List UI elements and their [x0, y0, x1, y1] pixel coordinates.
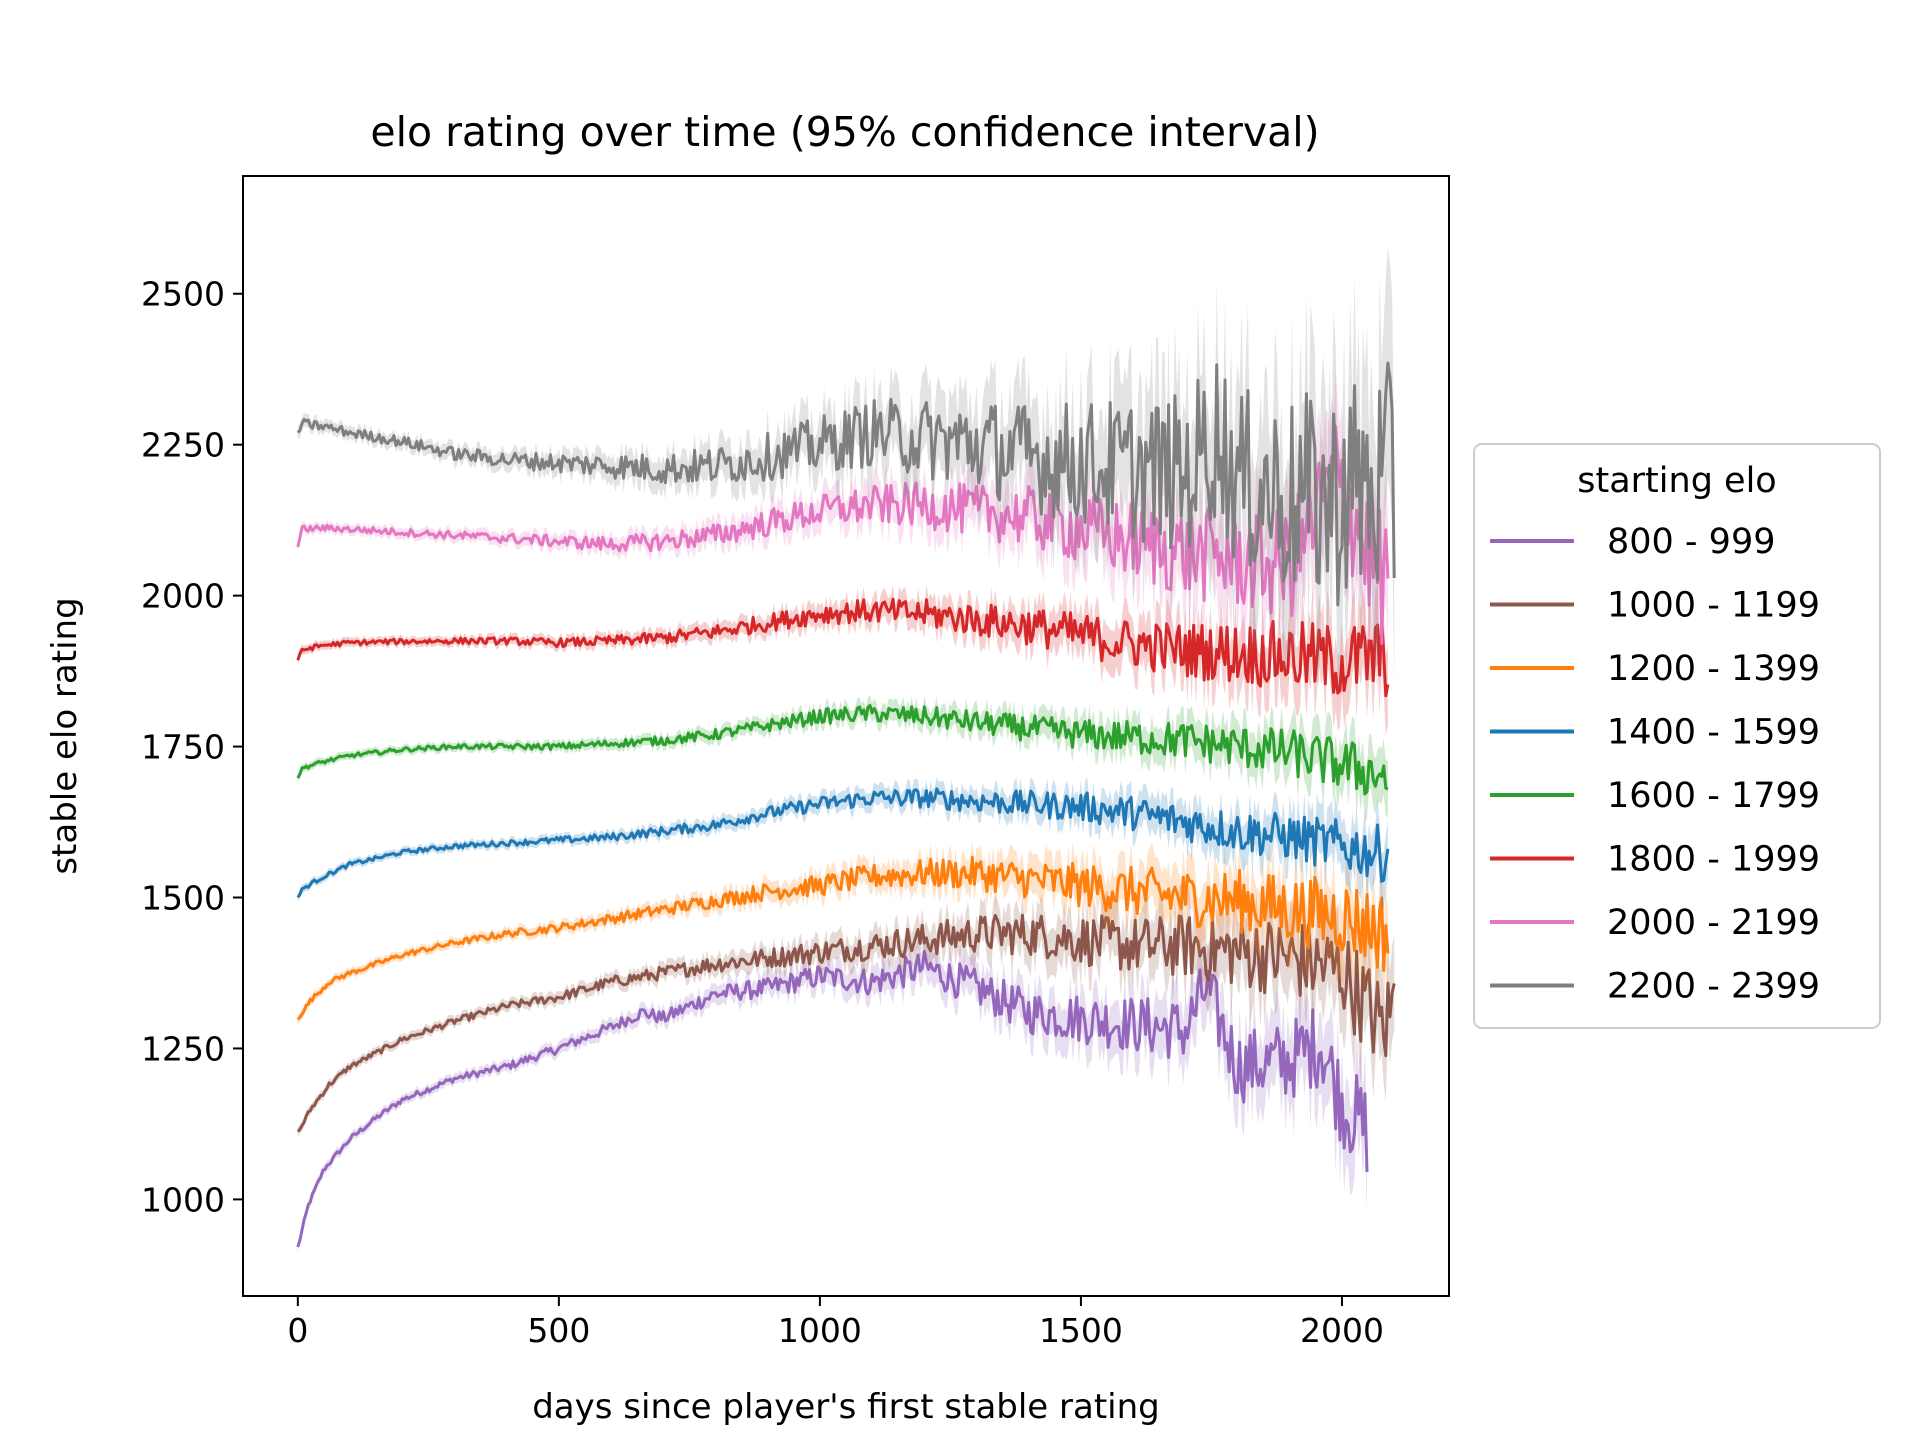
series-band	[297, 367, 1388, 708]
legend-label: 1000 - 1199	[1607, 586, 1820, 626]
series-line	[296, 950, 1369, 1248]
legend-label: 2000 - 2199	[1607, 903, 1820, 943]
x-tick-label: 1000	[778, 1311, 862, 1350]
y-tick-label: 2500	[141, 275, 225, 314]
series-line	[296, 361, 1396, 607]
legend-label: 1800 - 1999	[1607, 840, 1820, 880]
legend-label: 1400 - 1599	[1607, 713, 1820, 753]
y-axis-label: stable elo rating	[45, 597, 85, 874]
legend-label: 2200 - 2399	[1607, 967, 1820, 1007]
plot-frame	[242, 175, 1450, 1297]
y-axis: 1000 1250 1500 1750 2000 2250 2500	[141, 275, 243, 1219]
y-tick-label: 2250	[141, 426, 225, 465]
series-line	[296, 425, 1390, 645]
x-tick-label: 2000	[1300, 1311, 1384, 1350]
y-tick-label: 1750	[141, 728, 225, 767]
x-axis: 0 500 1000 1500 2000	[287, 1296, 1384, 1350]
y-tick-label: 2000	[141, 577, 225, 616]
legend-label: 1200 - 1399	[1607, 649, 1820, 689]
legend-label: 1600 - 1799	[1607, 776, 1820, 816]
series-band	[297, 934, 1367, 1252]
plot-area	[296, 248, 1396, 1252]
x-axis-label: days since player's first stable rating	[532, 1387, 1160, 1427]
series-line	[296, 597, 1390, 698]
series-line	[296, 787, 1390, 899]
legend-title: starting elo	[1577, 461, 1776, 501]
series-band	[297, 248, 1395, 709]
y-tick-label: 1000	[141, 1180, 225, 1219]
x-tick-label: 0	[287, 1311, 308, 1350]
legend-items: 800 - 999 1000 - 1199 1200 - 1399 1400 - 15…	[1490, 522, 1820, 1007]
series-band	[297, 839, 1388, 1024]
chart-title: elo rating over time (95% confidence int…	[370, 108, 1319, 156]
legend-label: 800 - 999	[1607, 522, 1776, 562]
legend-box	[1473, 443, 1881, 1029]
x-tick-label: 1500	[1039, 1311, 1123, 1350]
series-line	[296, 855, 1390, 1021]
y-tick-label: 1250	[141, 1029, 225, 1068]
y-tick-label: 1500	[141, 879, 225, 918]
legend: starting elo 800 - 999 1000 - 1199 1200 - …	[1473, 443, 1881, 1029]
x-tick-label: 500	[527, 1311, 590, 1350]
series-line	[296, 913, 1396, 1133]
series-line	[296, 704, 1389, 796]
